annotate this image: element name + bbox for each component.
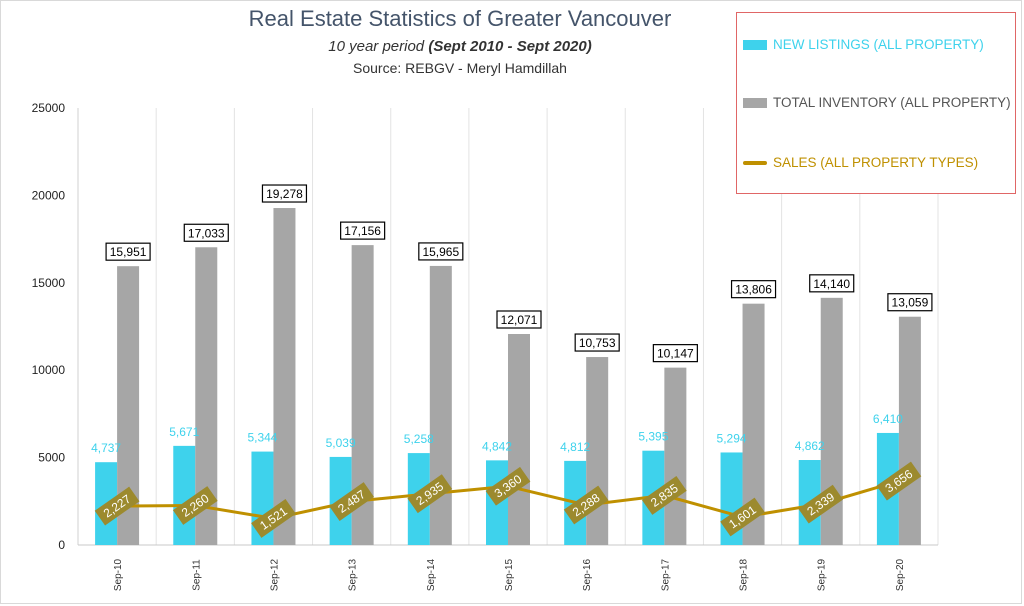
subtitle-period: 10 year period: [328, 38, 429, 55]
data-label-box-total-inventory: [730, 280, 777, 299]
data-label-box-sales: [251, 498, 296, 538]
bar-total-inventory: [117, 266, 140, 545]
data-label-box-sales: [720, 497, 765, 537]
chart-legend: NEW LISTINGS (ALL PROPERTY) TOTAL INVENT…: [736, 12, 1016, 194]
y-tick-label: 20000: [32, 188, 66, 202]
data-label-new-listings: 4,842: [482, 439, 512, 453]
data-label-total-inventory: 17,156: [344, 224, 381, 238]
chart-subtitle: 10 year period (Sept 2010 - Sept 2020): [190, 38, 730, 55]
x-tick-label: Sep-13: [348, 558, 359, 591]
x-tick-label: Sep-16: [582, 558, 593, 591]
data-label-box-sales: [172, 486, 218, 525]
legend-item-sales: SALES (ALL PROPERTY TYPES): [743, 155, 978, 170]
data-label-new-listings: 4,862: [795, 439, 825, 453]
bar-total-inventory: [742, 303, 765, 545]
data-label-box-total-inventory: [418, 242, 464, 261]
x-tick-label: Sep-15: [504, 558, 515, 591]
y-tick-label: 5000: [38, 451, 65, 465]
subtitle-dates: (Sept 2010 - Sept 2020): [428, 38, 592, 55]
x-tick-label: Sep-19: [817, 558, 828, 591]
data-label-new-listings: 4,812: [560, 440, 590, 454]
legend-label-total-inventory: TOTAL INVENTORY (ALL PROPERTY): [773, 95, 1011, 110]
x-tick-label: Sep-14: [426, 558, 437, 591]
data-label-box-sales: [798, 484, 844, 524]
x-tick-label: Sep-12: [269, 558, 280, 591]
legend-label-new-listings: NEW LISTINGS (ALL PROPERTY): [773, 37, 984, 52]
data-label-box-total-inventory: [105, 242, 151, 261]
bar-total-inventory: [820, 297, 843, 545]
data-label-box-sales: [563, 485, 609, 525]
data-label-total-inventory: 10,147: [657, 347, 694, 361]
y-tick-label: 25000: [32, 101, 66, 115]
chart-source: Source: REBGV - Meryl Hamdillah: [353, 60, 567, 76]
data-label-box-sales: [407, 474, 453, 514]
x-tick-label: Sep-18: [739, 558, 750, 591]
x-tick-label: Sep-11: [191, 559, 202, 591]
data-label-new-listings: 5,395: [638, 430, 668, 444]
legend-swatch-total-inventory: [743, 97, 767, 108]
data-label-total-inventory: 15,951: [110, 245, 147, 259]
data-label-box-sales: [641, 476, 687, 515]
legend-item-total-inventory: TOTAL INVENTORY (ALL PROPERTY): [743, 95, 1011, 110]
data-label-total-inventory: 19,278: [266, 187, 303, 201]
data-label-box-sales: [876, 461, 922, 501]
data-label-box-total-inventory: [261, 184, 308, 203]
bar-total-inventory: [664, 367, 687, 545]
data-label-box-sales: [94, 486, 140, 526]
bar-total-inventory: [429, 265, 452, 545]
data-label-new-listings: 5,671: [169, 425, 199, 439]
legend-swatch-sales: [743, 160, 767, 165]
y-tick-label: 15000: [32, 276, 66, 290]
data-label-box-total-inventory: [496, 310, 542, 329]
data-label-total-inventory: 15,965: [422, 245, 459, 259]
data-label-box-total-inventory: [809, 274, 855, 293]
chart-title: Real Estate Statistics of Greater Vancou…: [248, 6, 672, 31]
data-label-total-inventory: 13,806: [735, 283, 772, 297]
data-label-box-total-inventory: [652, 344, 698, 363]
data-label-new-listings: 6,410: [873, 412, 903, 426]
y-tick-label: 10000: [32, 363, 66, 377]
data-label-box-total-inventory: [183, 223, 229, 242]
data-label-total-inventory: 13,059: [892, 296, 929, 310]
legend-swatch-new-listings: [743, 39, 767, 50]
data-label-box-sales: [485, 466, 531, 506]
x-tick-label: Sep-17: [660, 558, 671, 591]
bar-total-inventory: [898, 316, 921, 545]
data-label-total-inventory: 14,140: [813, 277, 850, 291]
x-tick-label: Sep-20: [895, 558, 906, 591]
data-label-new-listings: 5,258: [404, 432, 434, 446]
x-tick-label: Sep-10: [113, 558, 124, 591]
data-label-new-listings: 5,039: [326, 436, 356, 450]
bar-total-inventory: [351, 245, 374, 546]
data-label-box-sales: [329, 482, 375, 521]
bar-total-inventory: [273, 208, 296, 545]
data-label-total-inventory: 10,753: [579, 336, 616, 350]
data-label-box-total-inventory: [887, 293, 933, 312]
data-label-total-inventory: 17,033: [188, 226, 225, 240]
data-label-box-total-inventory: [340, 221, 386, 240]
data-label-new-listings: 5,294: [717, 431, 747, 445]
data-label-new-listings: 5,344: [247, 431, 277, 445]
y-tick-label: 0: [58, 538, 65, 552]
legend-item-new-listings: NEW LISTINGS (ALL PROPERTY): [743, 37, 984, 52]
data-label-new-listings: 4,737: [91, 441, 121, 455]
data-label-box-total-inventory: [574, 333, 620, 352]
bar-total-inventory: [195, 247, 218, 545]
legend-label-sales: SALES (ALL PROPERTY TYPES): [773, 155, 979, 170]
data-label-total-inventory: 12,071: [501, 313, 538, 327]
bar-new-listings: [173, 445, 196, 545]
